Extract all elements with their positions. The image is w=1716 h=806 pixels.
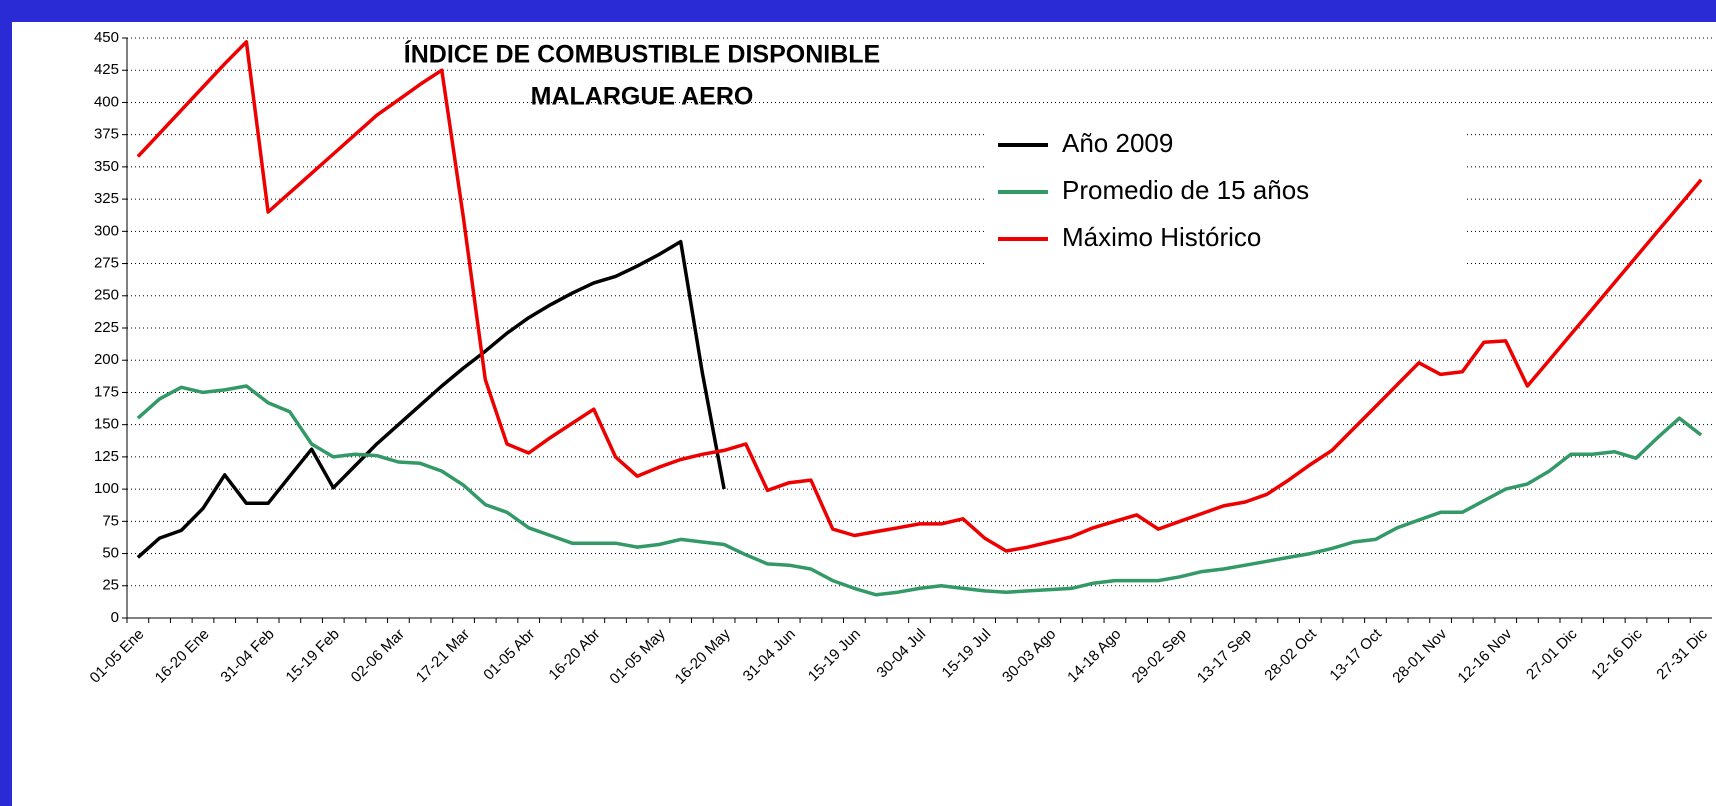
y-tick-label: 275 — [94, 255, 119, 272]
y-tick-label: 75 — [102, 512, 119, 529]
series-line — [136, 239, 726, 559]
legend-label: Máximo Histórico — [1062, 222, 1261, 252]
y-tick-label: 225 — [94, 319, 119, 336]
legend: Año 2009 Promedio de 15 años Máximo Histór… — [985, 120, 1465, 270]
y-tick-label: 0 — [111, 609, 119, 626]
y-tick-label: 50 — [102, 545, 119, 562]
legend-label: Año 2009 — [1062, 128, 1173, 158]
y-tick-label: 300 — [94, 222, 119, 239]
y-tick-label: 125 — [94, 448, 119, 465]
y-tick-label: 450 — [94, 29, 119, 46]
y-tick-label: 100 — [94, 480, 119, 497]
y-tick-label: 325 — [94, 190, 119, 207]
chart-title: ÍNDICE DE COMBUSTIBLE DISPONIBLE — [404, 40, 880, 69]
y-tick-label: 375 — [94, 126, 119, 143]
legend-label: Promedio de 15 años — [1062, 175, 1309, 205]
legend-box — [985, 120, 1465, 270]
chart-subtitle: MALARGUE AERO — [531, 83, 754, 111]
y-tick-label: 350 — [94, 158, 119, 175]
y-tick-label: 400 — [94, 93, 119, 110]
series-line — [136, 384, 1703, 597]
y-tick-label: 200 — [94, 351, 119, 368]
series-line — [136, 40, 1703, 553]
y-tick-label: 250 — [94, 287, 119, 304]
y-tick-label: 25 — [102, 577, 119, 594]
y-tick-label: 425 — [94, 61, 119, 78]
y-tick-label: 150 — [94, 416, 119, 433]
y-tick-label: 175 — [94, 383, 119, 400]
